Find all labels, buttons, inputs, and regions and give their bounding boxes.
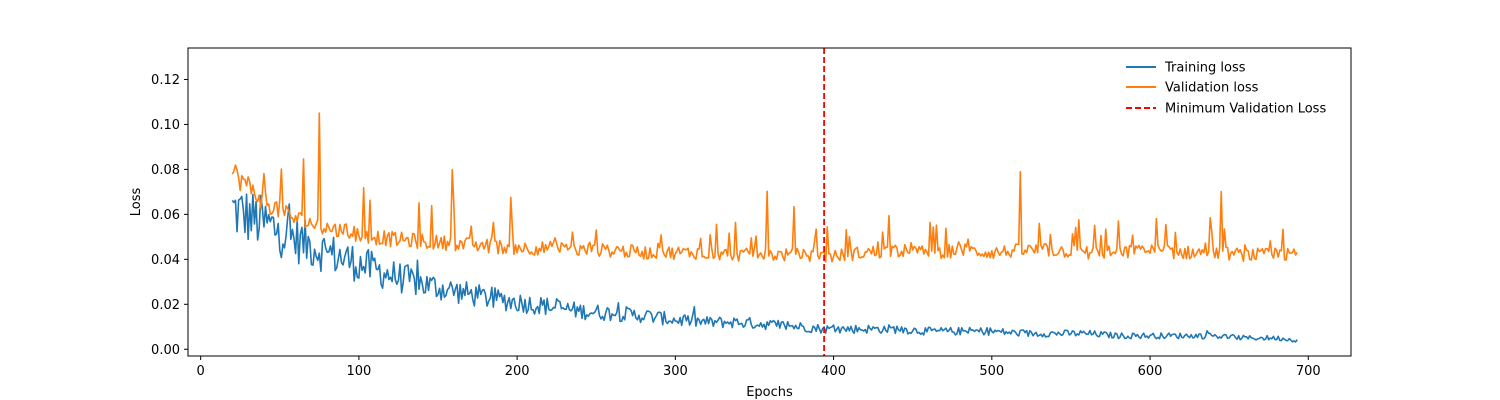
x-tick-label: 200 xyxy=(505,364,530,379)
y-tick-label: 0.12 xyxy=(151,73,180,88)
x-tick-label: 500 xyxy=(979,364,1004,379)
y-tick-label: 0.00 xyxy=(151,343,180,358)
plot-area xyxy=(231,48,1298,356)
x-tick-label: 100 xyxy=(346,364,371,379)
x-tick-label: 0 xyxy=(197,364,205,379)
y-tick-label: 0.02 xyxy=(151,298,180,313)
x-tick-label: 400 xyxy=(821,364,846,379)
y-tick-label: 0.08 xyxy=(151,163,180,178)
y-tick-label: 0.04 xyxy=(151,253,180,268)
y-axis-label: Loss xyxy=(129,188,144,217)
axes-frame xyxy=(187,47,1352,357)
x-tick-label: 600 xyxy=(1138,364,1163,379)
x-axis-label: Epochs xyxy=(746,385,793,400)
y-tick-label: 0.06 xyxy=(151,208,180,223)
training-loss-line xyxy=(231,193,1298,343)
legend-label-validation: Validation loss xyxy=(1165,81,1259,96)
legend-label-training: Training loss xyxy=(1164,61,1246,76)
validation-loss-line xyxy=(231,112,1298,263)
x-tick-label: 700 xyxy=(1296,364,1321,379)
axis-ticks: 0 100 200 300 400 500 600 700 0.00 0.02 0.04 0.06 0.… xyxy=(151,73,1321,379)
legend: Training loss Validation loss Minimum Va… xyxy=(1126,61,1326,117)
legend-label-min-val: Minimum Validation Loss xyxy=(1165,102,1326,117)
y-tick-label: 0.10 xyxy=(151,118,180,133)
x-tick-label: 300 xyxy=(663,364,688,379)
